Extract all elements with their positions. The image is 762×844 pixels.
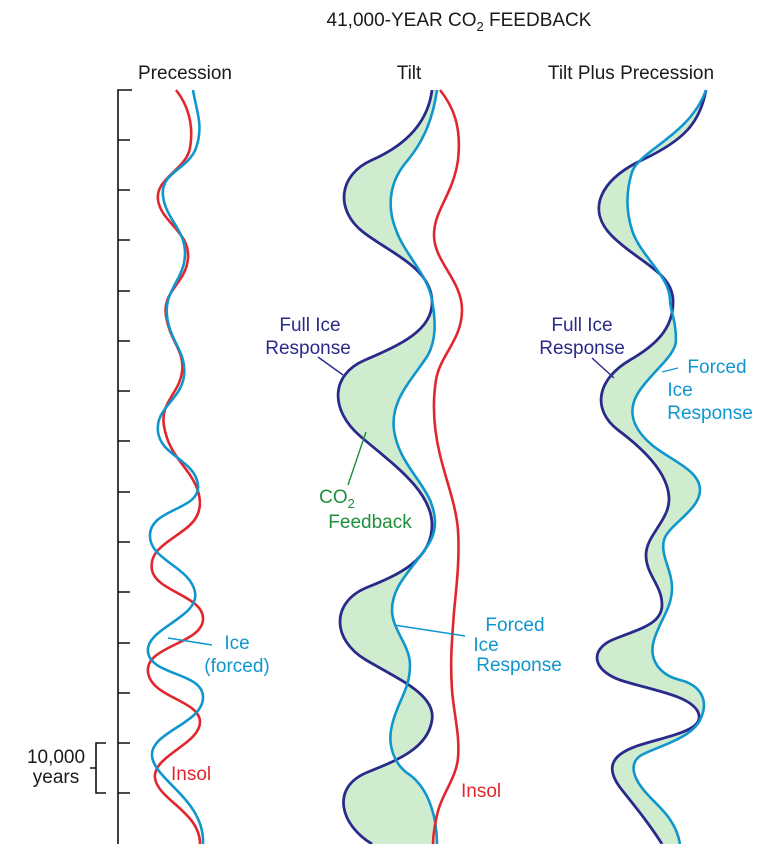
precession-ice-curve <box>146 89 205 844</box>
precession-insol-curve <box>146 89 205 844</box>
tpp-co2-feedback-area <box>597 90 706 844</box>
tilt-forced-ice-label-3: Response <box>476 655 562 676</box>
tilt-full-ice-curve <box>336 89 434 844</box>
tpp-full-ice-label: Full Ice <box>551 315 612 336</box>
column-header-tilt: Tilt <box>397 63 422 84</box>
tilt-co2-label-2: Feedback <box>328 512 412 533</box>
tilt-co2-leader <box>347 431 367 486</box>
precession-ice-label-2: (forced) <box>204 656 269 677</box>
tpp-full-ice-curve <box>595 89 708 844</box>
tpp-full-ice-label-2: Response <box>539 338 625 359</box>
scale-unit: years <box>33 767 79 788</box>
precession-ice-leader <box>167 637 213 646</box>
time-axis-line <box>117 89 132 844</box>
scale-value: 10,000 <box>27 747 85 768</box>
tpp-forced-ice-label: Forced <box>687 357 746 378</box>
tilt-forced-ice-label: Forced <box>485 615 544 636</box>
figure-title: 41,000-YEAR CO2 FEEDBACK <box>327 10 592 34</box>
tilt-insol-label: Insol <box>461 781 501 802</box>
time-axis-ticks <box>118 139 130 794</box>
precession-ice-label: Ice <box>224 633 249 654</box>
tpp-forced-ice-curve <box>626 89 708 844</box>
tilt-forced-ice-curve <box>389 89 439 844</box>
tilt-co2-feedback-area <box>338 90 437 844</box>
tilt-forced-ice-label-2: Ice <box>473 635 498 656</box>
tilt-insol-curve <box>431 89 464 844</box>
scale-bracket <box>90 742 106 794</box>
tilt-forced-ice-leader <box>393 624 466 637</box>
tilt-full-ice-label: Full Ice <box>279 315 340 336</box>
tilt-full-ice-label-2: Response <box>265 338 351 359</box>
tilt-full-ice-leader <box>317 356 344 376</box>
tpp-forced-ice-leader <box>661 367 679 373</box>
tpp-forced-ice-label-3: Response <box>667 403 753 424</box>
tilt-co2-label: CO2 <box>319 487 355 511</box>
precession-insol-label: Insol <box>171 764 211 785</box>
tpp-forced-ice-label-2: Ice <box>667 380 692 401</box>
time-axis <box>117 89 132 844</box>
column-header-precession: Precession <box>138 63 232 84</box>
tpp-full-ice-leader <box>591 357 615 379</box>
column-header-tilt-plus-precession: Tilt Plus Precession <box>548 63 714 84</box>
